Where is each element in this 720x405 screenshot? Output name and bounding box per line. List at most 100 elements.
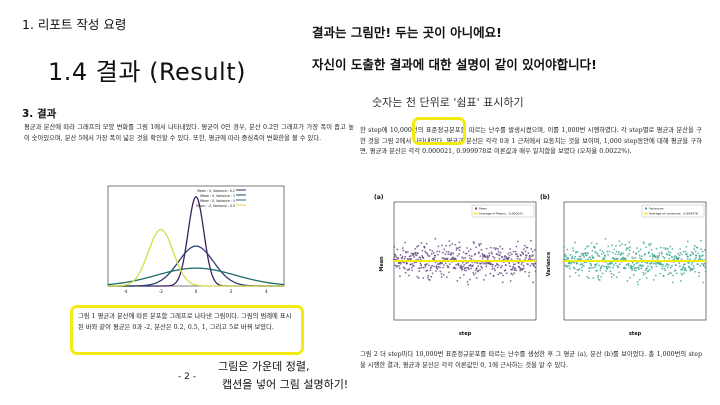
scatter-point	[516, 252, 518, 255]
scatter-point	[431, 250, 434, 252]
scatter-point	[679, 248, 682, 250]
scatter-point	[669, 251, 672, 254]
scatter-point	[595, 251, 598, 254]
scatter-point	[470, 255, 473, 258]
scatter-point	[516, 240, 519, 243]
panel-b-y-label: Variance	[546, 251, 552, 276]
scatter-point	[431, 264, 433, 267]
scatter-point	[622, 256, 624, 259]
scatter-point	[566, 265, 569, 267]
scatter-point	[598, 255, 601, 258]
scatter-point	[508, 254, 511, 257]
scatter-point	[405, 250, 408, 253]
scatter-point	[394, 264, 397, 267]
scatter-point	[467, 250, 470, 253]
scatter-point	[439, 266, 441, 269]
scatter-point	[698, 256, 701, 259]
scatter-point	[523, 244, 526, 247]
scatter-point	[635, 252, 638, 255]
scatter-point	[603, 265, 605, 268]
scatter-point	[605, 270, 607, 272]
scatter-point	[485, 263, 487, 265]
scatter-point	[509, 280, 512, 282]
scatter-point	[455, 247, 458, 250]
scatter-point	[681, 268, 684, 271]
results-heading: 3. 결과	[22, 108, 57, 120]
scatter-point	[622, 252, 625, 255]
scatter-point	[702, 281, 705, 284]
scatter-point	[488, 252, 491, 255]
scatter-point	[449, 244, 451, 247]
scatter-point	[632, 257, 635, 260]
scatter-point	[644, 272, 647, 275]
scatter-point	[704, 266, 707, 269]
scatter-point	[600, 253, 603, 255]
scatter-point	[669, 254, 671, 256]
scatter-point	[702, 264, 705, 267]
scatter-point	[595, 242, 598, 245]
scatter-point	[565, 256, 568, 259]
scatter-point	[461, 268, 464, 270]
scatter-point	[617, 266, 620, 269]
scatter-point	[473, 242, 475, 245]
scatter-point	[571, 247, 574, 250]
scatter-point	[465, 269, 468, 272]
scatter-point	[643, 242, 645, 245]
scatter-point	[461, 256, 464, 259]
scatter-point	[625, 263, 628, 266]
scatter-point	[464, 256, 467, 259]
scatter-point	[645, 277, 648, 279]
scatter-point	[470, 264, 472, 267]
scatter-point	[651, 267, 653, 269]
scatter-point	[458, 241, 461, 244]
scatter-point	[528, 275, 530, 277]
scatter-point	[440, 276, 443, 278]
scatter-point	[457, 262, 460, 265]
scatter-point	[489, 246, 492, 249]
scatter-point	[412, 265, 415, 267]
scatter-point	[690, 263, 693, 266]
scatter-point	[493, 267, 496, 270]
scatter-point	[460, 266, 463, 268]
scatter-point	[678, 265, 681, 268]
scatter-point	[651, 257, 654, 260]
scatter-point	[668, 257, 671, 260]
scatter-point	[533, 262, 535, 265]
scatter-point	[466, 280, 469, 283]
scatter-point	[628, 249, 631, 252]
scatter-point	[574, 255, 577, 258]
scatter-point	[491, 252, 493, 255]
scatter-point	[688, 261, 690, 264]
caption-highlight-box	[70, 305, 304, 355]
note-explain-results: 자신이 도출한 결과에 대한 설명이 같이 있어야합니다!	[312, 57, 597, 72]
scatter-point	[507, 256, 510, 259]
scatter-point	[528, 271, 531, 274]
scatter-point	[470, 258, 473, 260]
note-digit-commas: 숫자는 천 단위로 '쉼표' 표시하기	[372, 96, 524, 109]
scatter-point	[564, 254, 567, 257]
scatter-point	[480, 265, 483, 268]
scatter-point	[594, 265, 597, 268]
scatter-point	[607, 253, 609, 256]
scatter-point	[567, 257, 570, 260]
scatter-point	[472, 264, 474, 267]
scatter-point	[534, 270, 537, 273]
scatter-point	[597, 274, 600, 277]
scatter-point	[507, 252, 510, 255]
scatter-point	[484, 256, 487, 258]
scatter-point	[671, 256, 674, 259]
scatter-point	[499, 245, 502, 248]
scatter-point	[648, 244, 651, 247]
scatter-point	[577, 258, 580, 261]
scatter-point	[442, 273, 445, 276]
scatter-point	[625, 249, 628, 251]
scatter-point	[500, 272, 503, 275]
scatter-point	[399, 275, 401, 278]
scatter-point	[577, 251, 579, 253]
scatter-point	[568, 267, 571, 270]
scatter-point	[606, 267, 609, 270]
scatter-point	[664, 265, 667, 267]
scatter-point	[527, 258, 530, 261]
scatter-point	[588, 270, 591, 273]
scatter-point	[563, 253, 566, 256]
